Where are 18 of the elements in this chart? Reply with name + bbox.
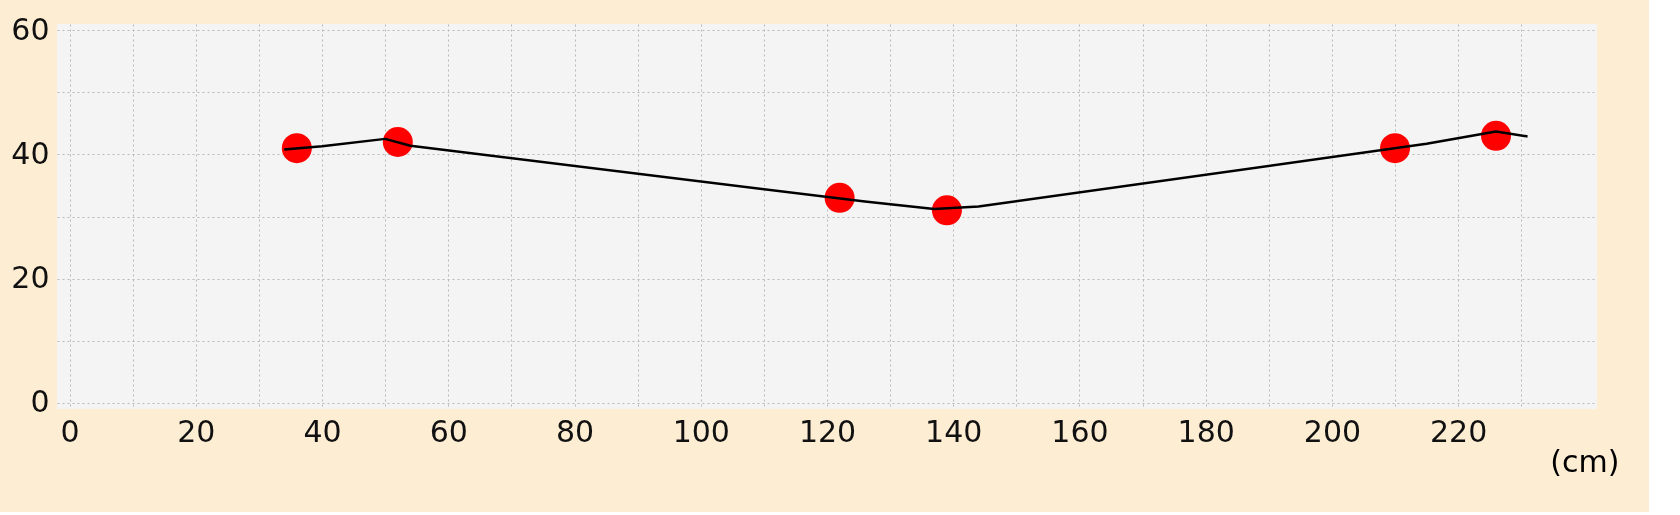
x-tick-label: 80	[555, 413, 595, 449]
x-tick-label: 220	[1430, 413, 1488, 449]
x-tick-label: 20	[177, 413, 216, 449]
x-tick-label: 140	[925, 413, 983, 449]
x-tick-label: 40	[303, 413, 342, 449]
x-tick-label: 180	[1177, 413, 1235, 449]
x-tick-label: 100	[672, 413, 730, 449]
x-tick-label: 160	[1051, 413, 1109, 449]
x-tick-label: 200	[1303, 413, 1362, 449]
y-tick-label: 60	[11, 11, 50, 47]
y-tick-label: 40	[11, 135, 50, 171]
x-axis-title: (cm)	[1550, 443, 1620, 479]
x-tick-label: 0	[60, 413, 80, 449]
x-tick-label: 120	[798, 413, 857, 449]
y-tick-label: 20	[11, 260, 50, 296]
x-tick-label: 60	[429, 413, 468, 449]
y-tick-label: 0	[30, 384, 50, 420]
line-series	[282, 130, 1529, 211]
